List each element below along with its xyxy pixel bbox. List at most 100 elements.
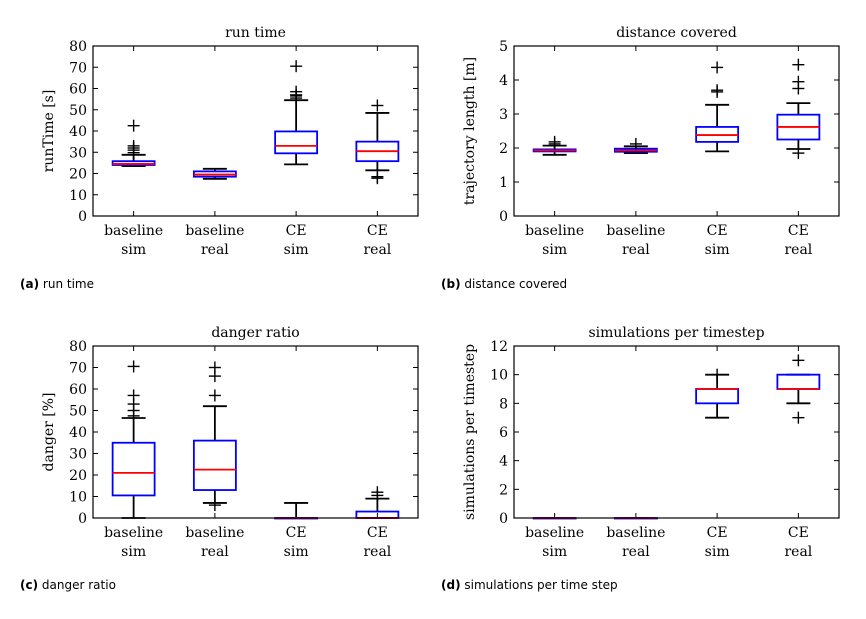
run-time-ytick-label: 60 (69, 82, 87, 98)
run-time-ytick-label: 30 (69, 145, 87, 161)
distance-covered-xtick-label: real (622, 242, 650, 258)
outlier-marker (548, 135, 561, 148)
danger-ratio-ytick-label: 10 (69, 490, 87, 506)
outlier-marker (792, 147, 805, 160)
danger-ratio-xtick-label: real (201, 544, 229, 560)
simulations-per-timestep-title: simulations per timestep (588, 325, 764, 341)
danger-ratio-box-2 (192, 361, 237, 512)
distance-covered-ylabel: trajectory length [m] (462, 57, 478, 205)
caption-b: (b) distance covered (441, 277, 568, 291)
outlier-marker (127, 119, 140, 132)
iqr-box (192, 439, 237, 491)
outlier-marker (371, 99, 384, 112)
danger-ratio-ytick-label: 20 (69, 468, 87, 484)
caption-a: (a) run time (20, 277, 94, 291)
run-time-xtick-label: sim (284, 242, 309, 258)
outlier-marker (711, 368, 724, 381)
outlier-marker (208, 389, 221, 402)
run-time-xtick-label: CE (367, 223, 388, 239)
run-time-ytick-label: 70 (69, 60, 87, 76)
simulations-per-timestep-xtick-label: sim (705, 544, 730, 560)
danger-ratio-xtick-label: real (363, 544, 391, 560)
outlier-marker (127, 360, 140, 373)
danger-ratio-box-1 (111, 360, 156, 519)
distance-covered-xtick-label: CE (707, 223, 728, 239)
simulations-per-timestep-chart: simulations per timestep simulations per … (462, 325, 840, 560)
danger-ratio-title: danger ratio (211, 325, 299, 341)
iqr-box (111, 441, 156, 497)
distance-covered-box-4 (776, 58, 821, 160)
simulations-per-timestep-ytick-label: 12 (490, 339, 508, 355)
simulations-per-timestep-xtick-label: real (784, 544, 812, 560)
simulations-per-timestep-ytick-label: 4 (499, 454, 508, 470)
distance-covered-xtick-label: CE (788, 223, 809, 239)
run-time-ytick-label: 0 (78, 209, 87, 225)
outlier-marker (711, 61, 724, 74)
distance-covered-title: distance covered (616, 25, 737, 41)
distance-covered-ytick-label: 1 (499, 175, 508, 191)
simulations-per-timestep-ytick-label: 2 (499, 482, 508, 498)
run-time-box-4 (355, 99, 400, 185)
outlier-marker (208, 361, 221, 374)
distance-covered-ytick-label: 0 (499, 209, 508, 225)
caption-d: (d) simulations per time step (441, 578, 618, 592)
outlier-marker (792, 411, 805, 424)
run-time-box-2 (192, 167, 237, 180)
distance-covered-box-1 (532, 135, 577, 156)
iqr-box (274, 130, 319, 155)
simulations-per-timestep-axes-frame (513, 345, 840, 519)
danger-ratio-axes-frame (92, 345, 419, 519)
simulations-per-timestep-xtick-label: baseline (606, 525, 665, 541)
danger-ratio-box-3 (274, 502, 319, 520)
run-time-ytick-label: 50 (69, 103, 87, 119)
outlier-marker (290, 85, 303, 98)
simulations-per-timestep-box-3 (695, 368, 740, 419)
outlier-marker (127, 389, 140, 402)
distance-covered-box-3 (695, 61, 740, 153)
run-time-chart: run time runTime [s] 0 10 20 30 40 50 60 70 80 base… (41, 25, 419, 258)
simulations-per-timestep-ytick-label: 10 (490, 368, 508, 384)
run-time-xtick-label: real (201, 242, 229, 258)
run-time-xtick-label: baseline (104, 223, 163, 239)
simulations-per-timestep-ytick-label: 0 (499, 511, 508, 527)
distance-covered-xtick-label: real (784, 242, 812, 258)
danger-ratio-chart: danger ratio danger [%] 0 10 20 30 40 50 60 70 80 b… (41, 325, 419, 560)
distance-covered-ytick-label: 4 (499, 73, 508, 89)
iqr-box (776, 373, 821, 390)
simulations-per-timestep-ylabel: simulations per timestep (462, 344, 478, 520)
danger-ratio-ytick-label: 50 (69, 404, 87, 420)
run-time-box-1 (111, 119, 156, 167)
simulations-per-timestep-xtick-label: sim (542, 544, 567, 560)
danger-ratio-xtick-label: CE (286, 525, 307, 541)
distance-covered-xtick-label: baseline (525, 223, 584, 239)
simulations-per-timestep-xtick-label: real (622, 544, 650, 560)
outlier-marker (792, 58, 805, 71)
distance-covered-chart: distance covered trajectory length [m] 0 1 2… (462, 25, 840, 258)
simulations-per-timestep-xtick-label: CE (707, 525, 728, 541)
danger-ratio-xtick-label: sim (284, 544, 309, 560)
distance-covered-box-2 (613, 137, 658, 155)
run-time-xtick-label: sim (121, 242, 146, 258)
run-time-axes-frame (92, 45, 419, 217)
run-time-ylabel: runTime [s] (41, 90, 57, 173)
simulations-per-timestep-xtick-label: CE (788, 525, 809, 541)
simulations-per-timestep-ytick-label: 8 (499, 396, 508, 412)
caption-c: (c) danger ratio (20, 578, 116, 592)
simulations-per-timestep-ytick-label: 6 (499, 425, 508, 441)
run-time-xtick-label: real (363, 242, 391, 258)
simulations-per-timestep-box-4 (776, 354, 821, 424)
outlier-marker (208, 499, 221, 512)
run-time-ytick-label: 10 (69, 188, 87, 204)
outlier-marker (127, 139, 140, 152)
outlier-marker (290, 60, 303, 73)
danger-ratio-ytick-label: 0 (78, 511, 87, 527)
danger-ratio-xtick-label: baseline (104, 525, 163, 541)
outlier-marker (792, 75, 805, 88)
danger-ratio-ytick-label: 40 (69, 425, 87, 441)
danger-ratio-xtick-label: baseline (185, 525, 244, 541)
distance-covered-xtick-label: sim (705, 242, 730, 258)
distance-covered-ytick-label: 5 (499, 39, 508, 55)
danger-ratio-xtick-label: CE (367, 525, 388, 541)
danger-ratio-ytick-label: 70 (69, 361, 87, 377)
